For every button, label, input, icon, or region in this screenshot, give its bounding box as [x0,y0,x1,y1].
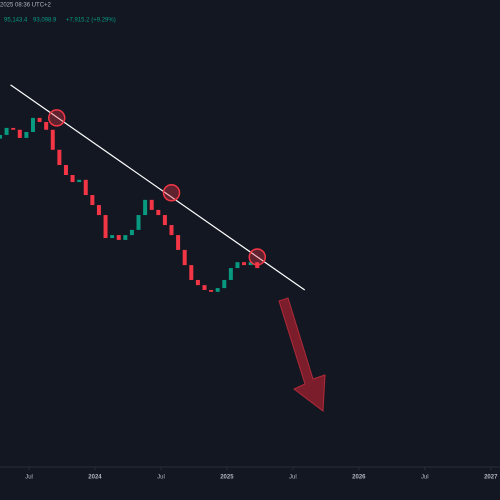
x-tick-label: Jul [289,475,297,481]
down-arrow [278,297,326,412]
candle-body [57,149,62,165]
candle-body [70,175,75,183]
candle-body [96,205,101,216]
trend-line [10,84,306,291]
candle-body [215,288,220,292]
header-value: +7,915.2 (+9.29%) [66,18,116,24]
x-tick-label: 2024 [88,475,102,481]
candle-body [162,215,167,226]
candle-body [4,127,9,135]
candle-body [11,127,16,130]
candle-body [17,129,22,138]
x-tick-label: 2025 [220,475,234,481]
candle-body [228,268,233,280]
candle-body [156,209,161,216]
candle-body [110,235,115,239]
candle-body [77,179,82,183]
candle-body [63,164,68,176]
candle-body [189,265,194,280]
candle-body [83,179,88,196]
candle-body [129,229,134,236]
candle-body [182,249,187,266]
candle-body [30,117,35,132]
candle-body [222,279,227,289]
candle-body [50,129,55,150]
candle-body [37,117,42,122]
touch-marker [162,184,181,202]
candle-body [176,235,181,250]
candle-body [123,235,128,240]
candle-body [103,215,108,239]
touch-marker [248,248,267,266]
candle-body [116,235,121,240]
candle-body [242,262,247,266]
header-time: 2025 08:36 UTC+2 [0,3,52,9]
x-tick-label: Jul [25,475,33,481]
touch-marker [47,109,66,127]
x-tick-label: 2027 [484,475,498,481]
x-tick-label: Jul [421,475,429,481]
candle-body [24,131,29,138]
candle-body [0,134,2,139]
candle-body [202,285,207,290]
candle-body [169,225,174,236]
candle-body [149,199,154,210]
candle-body [143,199,148,216]
x-tick-label: Jul [157,475,165,481]
candle-body [209,289,214,292]
candle-body [235,262,240,269]
header-value: 93,098.9 [33,18,57,24]
candle-body [248,262,253,266]
x-tick-label: 2026 [352,475,366,481]
candle-body [44,121,49,130]
candle-body [136,215,141,230]
candle-body [90,195,95,206]
candle-body [195,279,200,286]
header-value: 95,143.4 [4,18,28,24]
